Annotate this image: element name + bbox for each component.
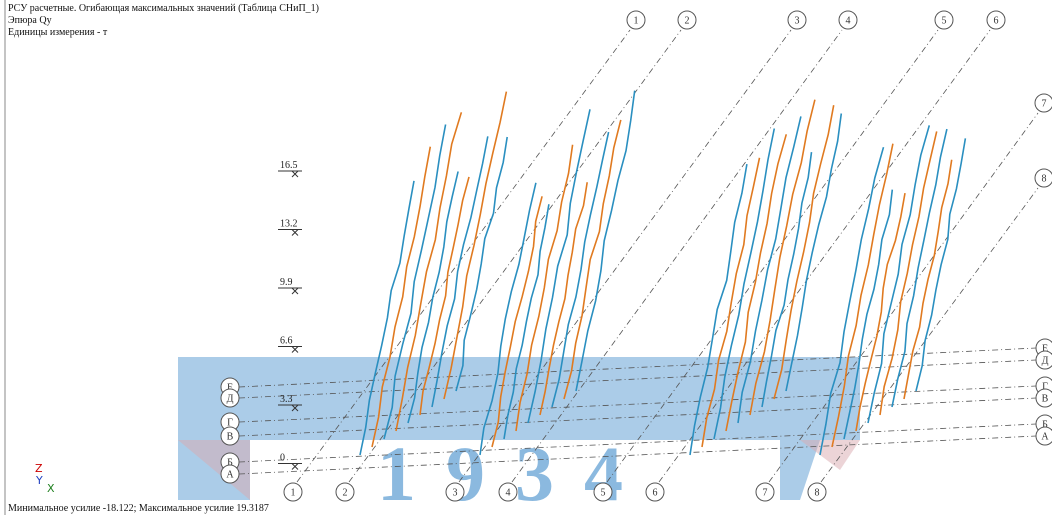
axis-right-label: В (1042, 393, 1049, 404)
axis-top-label: 2 (685, 15, 690, 26)
viewport: 1934 1122334455667788ЕЕДДГГВВББАА16.513.… (0, 0, 1052, 515)
axis-bottom-label: 1 (291, 487, 296, 498)
axis-bottom-label: 5 (601, 487, 606, 498)
scale-label: 9.9 (280, 277, 293, 288)
axis-bottom-label: 3 (453, 487, 458, 498)
header-diagram: Эпюра Qy (8, 15, 52, 26)
axis-top-label: 8 (1042, 173, 1047, 184)
axis-bottom-label: 6 (653, 487, 658, 498)
header-units: Единицы измерения - т (8, 27, 108, 38)
scale-label: 6.6 (280, 336, 293, 347)
axis-bottom-label: 4 (506, 487, 511, 498)
axis-top-label: 1 (634, 15, 639, 26)
axis-top-label: 3 (795, 15, 800, 26)
axis-top-label: 7 (1042, 98, 1047, 109)
triad-x: X (47, 482, 55, 495)
scale-label: 0 (280, 453, 285, 464)
axis-left-label: А (226, 469, 234, 480)
triad-y: Y (35, 474, 43, 487)
scale-label: 13.2 (280, 219, 298, 230)
axis-top-label: 6 (994, 15, 999, 26)
axis-left-label: Д (227, 393, 234, 404)
scale-label: 16.5 (280, 160, 298, 171)
axis-top-label: 4 (846, 15, 851, 26)
axis-right-label: А (1041, 431, 1049, 442)
axis-bottom-label: 8 (815, 487, 820, 498)
axis-top-label: 5 (942, 15, 947, 26)
axis-left-label: В (227, 431, 234, 442)
axis-bottom-label: 7 (763, 487, 768, 498)
axis-bottom-label: 2 (343, 487, 348, 498)
watermark-text: 1934 (377, 430, 653, 515)
footer: Минимальное усилие -18.122; Максимальное… (8, 503, 269, 514)
axis-right-label: Д (1042, 355, 1049, 366)
header-title: РСУ расчетные. Огибающая максимальных зн… (8, 3, 319, 14)
scale-label: 3.3 (280, 394, 293, 405)
